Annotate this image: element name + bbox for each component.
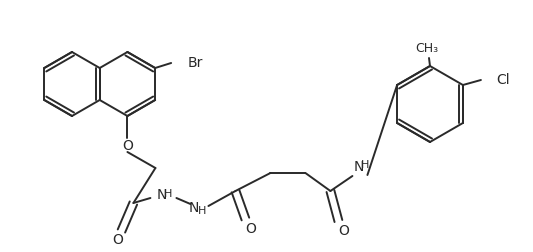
Text: N: N <box>188 201 199 215</box>
Text: O: O <box>112 233 123 247</box>
Text: O: O <box>122 139 133 153</box>
Text: N: N <box>353 160 364 174</box>
Text: H: H <box>361 160 369 170</box>
Text: Br: Br <box>187 56 203 70</box>
Text: Cl: Cl <box>496 73 510 87</box>
Text: O: O <box>245 222 256 236</box>
Text: H: H <box>198 206 207 216</box>
Text: H: H <box>164 189 173 199</box>
Text: CH₃: CH₃ <box>415 42 439 54</box>
Text: N: N <box>156 188 167 202</box>
Text: O: O <box>338 224 349 238</box>
